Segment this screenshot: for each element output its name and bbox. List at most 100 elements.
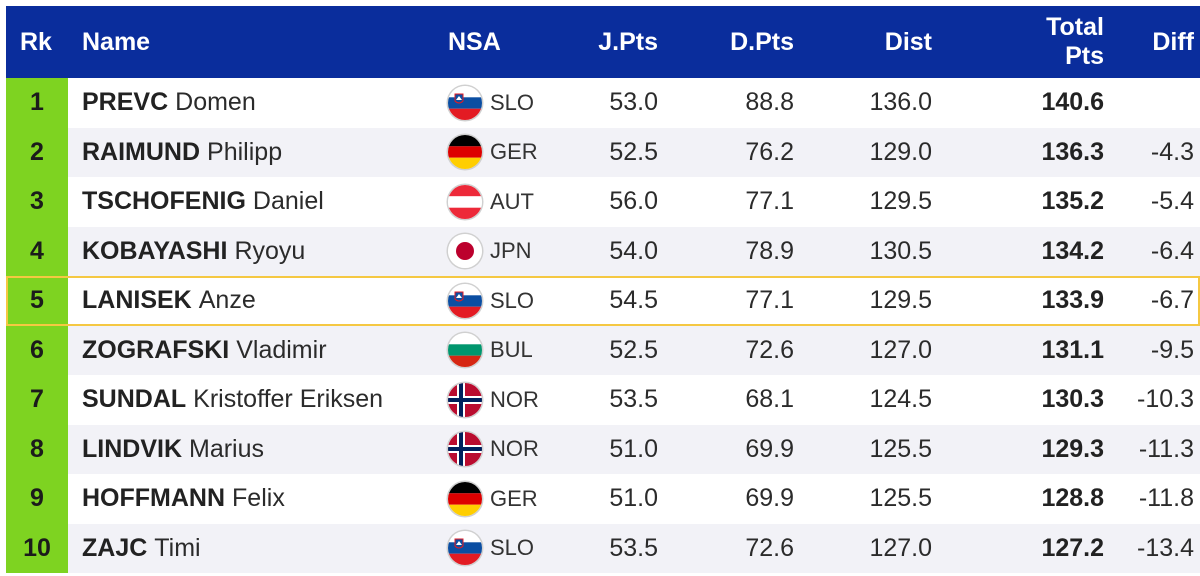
- dpts-cell: 69.9: [745, 484, 794, 513]
- nor-flag-icon: [448, 382, 482, 417]
- table-row[interactable]: 10 ZAJC Timi SLO 53.5 72.6 127.0 127.2 -1…: [6, 523, 1200, 574]
- athlete-last-name: PREVC: [82, 88, 169, 117]
- dist-cell: 129.5: [869, 286, 932, 315]
- results-table: Rk Name NSA J.Pts D.Pts Dist Total Pts Di…: [6, 6, 1200, 573]
- athlete-last-name: LANISEK: [82, 286, 192, 315]
- athlete-last-name: LINDVIK: [82, 434, 182, 463]
- athlete-first-name: Ryoyu: [234, 236, 306, 265]
- table-row[interactable]: 6 ZOGRAFSKI Vladimir BUL 52.5 72.6 127.0 …: [6, 325, 1200, 376]
- athlete-name[interactable]: LANISEK Anze: [82, 276, 256, 326]
- athlete-name[interactable]: LINDVIK Marius: [82, 425, 264, 475]
- rank-cell: 7: [6, 375, 68, 425]
- header-rank[interactable]: Rk: [20, 27, 52, 56]
- diff-cell: -6.7: [1150, 286, 1194, 315]
- athlete-name[interactable]: KOBAYASHI Ryoyu: [82, 227, 305, 277]
- diff-cell: -13.4: [1137, 533, 1194, 562]
- header-total-pts[interactable]: Total Pts: [1006, 6, 1104, 78]
- dpts-cell: 72.6: [745, 335, 794, 364]
- header-nsa[interactable]: NSA: [448, 27, 501, 56]
- table-row[interactable]: 5 LANISEK Anze SLO 54.5 77.1 129.5 133.9 …: [6, 276, 1200, 326]
- diff-cell: -11.3: [1138, 434, 1194, 463]
- rank-cell: 4: [6, 226, 68, 276]
- athlete-name[interactable]: RAIMUND Philipp: [82, 128, 282, 178]
- rank-cell: 5: [6, 276, 68, 326]
- total-pts-cell: 131.1: [1041, 335, 1104, 364]
- header-diff[interactable]: Diff: [1152, 27, 1194, 56]
- dist-cell: 125.5: [869, 484, 932, 513]
- rank-cell: 8: [6, 424, 68, 474]
- diff-cell: -6.4: [1150, 236, 1194, 265]
- dist-cell: 124.5: [869, 385, 932, 414]
- rank-cell: 9: [6, 474, 68, 524]
- table-row[interactable]: 3 TSCHOFENIG Daniel AUT 56.0 77.1 129.5 1…: [6, 177, 1200, 227]
- header-name[interactable]: Name: [82, 27, 151, 56]
- total-pts-cell: 130.3: [1041, 385, 1104, 414]
- athlete-first-name: Timi: [154, 533, 201, 562]
- jpts-cell: 53.5: [609, 533, 658, 562]
- jpts-cell: 56.0: [609, 187, 658, 216]
- diff-cell: -11.8: [1138, 484, 1194, 513]
- ger-flag-icon: [448, 481, 482, 516]
- dist-cell: 129.0: [869, 137, 932, 166]
- table-row[interactable]: 4 KOBAYASHI Ryoyu JPN 54.0 78.9 130.5 134…: [6, 226, 1200, 277]
- athlete-last-name: ZOGRAFSKI: [82, 335, 230, 364]
- header-dist[interactable]: Dist: [884, 27, 932, 56]
- table-row[interactable]: 9 HOFFMANN Felix GER 51.0 69.9 125.5 128.…: [6, 474, 1200, 524]
- dpts-cell: 68.1: [745, 385, 794, 414]
- nsa-cell: SLO: [448, 78, 534, 128]
- athlete-name[interactable]: ZAJC Timi: [82, 524, 201, 574]
- athlete-name[interactable]: PREVC Domen: [82, 78, 256, 128]
- jpts-cell: 53.0: [609, 88, 658, 117]
- athlete-name[interactable]: HOFFMANN Felix: [82, 474, 285, 524]
- jpts-cell: 52.5: [609, 137, 658, 166]
- athlete-first-name: Domen: [175, 88, 256, 117]
- athlete-last-name: KOBAYASHI: [82, 236, 228, 265]
- rank-cell: 10: [6, 523, 68, 573]
- nsa-code: AUT: [490, 188, 534, 214]
- jpts-cell: 51.0: [609, 484, 658, 513]
- nsa-code: NOR: [490, 386, 539, 412]
- nsa-cell: BUL: [448, 326, 533, 376]
- rank-cell: 1: [6, 78, 68, 128]
- table-body: 1 PREVC Domen SLO 53.0 88.8 136.0 140.6 2…: [6, 78, 1200, 573]
- dist-cell: 136.0: [869, 88, 932, 117]
- header-dpts[interactable]: D.Pts: [730, 27, 794, 56]
- athlete-first-name: Kristoffer Eriksen: [193, 385, 384, 414]
- rank-cell: 6: [6, 325, 68, 375]
- jpts-cell: 53.5: [609, 385, 658, 414]
- athlete-name[interactable]: SUNDAL Kristoffer Eriksen: [82, 375, 383, 425]
- dpts-cell: 77.1: [745, 187, 794, 216]
- athlete-last-name: RAIMUND: [82, 137, 201, 166]
- athlete-last-name: HOFFMANN: [82, 484, 226, 513]
- nsa-code: GER: [490, 139, 538, 165]
- dpts-cell: 77.1: [745, 286, 794, 315]
- nsa-cell: JPN: [448, 227, 532, 277]
- header-jpts[interactable]: J.Pts: [598, 27, 658, 56]
- bul-flag-icon: [448, 333, 482, 368]
- nsa-code: SLO: [490, 89, 535, 115]
- diff-cell: [1116, 78, 1194, 128]
- rank-cell: 3: [6, 177, 68, 227]
- nsa-cell: NOR: [448, 425, 539, 475]
- dist-cell: 129.5: [869, 187, 932, 216]
- jpts-cell: 51.0: [609, 434, 658, 463]
- table-row[interactable]: 8 LINDVIK Marius NOR 51.0 69.9 125.5 129.…: [6, 424, 1200, 475]
- dpts-cell: 72.6: [745, 533, 794, 562]
- athlete-first-name: Philipp: [207, 137, 283, 166]
- table-header: Rk Name NSA J.Pts D.Pts Dist Total Pts Di…: [6, 6, 1200, 78]
- header-total-line1: Total: [1046, 13, 1104, 41]
- ger-flag-icon: [448, 135, 482, 170]
- athlete-name[interactable]: ZOGRAFSKI Vladimir: [82, 326, 327, 376]
- table-row[interactable]: 2 RAIMUND Philipp GER 52.5 76.2 129.0 136…: [6, 127, 1200, 178]
- dist-cell: 125.5: [869, 434, 932, 463]
- athlete-name[interactable]: TSCHOFENIG Daniel: [82, 177, 324, 227]
- table-row[interactable]: 7 SUNDAL Kristoffer Eriksen NOR 53.5 68.1…: [6, 375, 1200, 425]
- total-pts-cell: 134.2: [1041, 236, 1104, 265]
- diff-cell: -10.3: [1137, 385, 1194, 414]
- table-row[interactable]: 1 PREVC Domen SLO 53.0 88.8 136.0 140.6: [6, 78, 1200, 128]
- header-total-line2: Pts: [1065, 42, 1104, 70]
- athlete-first-name: Daniel: [252, 187, 324, 216]
- dpts-cell: 88.8: [745, 88, 794, 117]
- nsa-code: SLO: [490, 535, 535, 561]
- nsa-cell: SLO: [448, 524, 534, 574]
